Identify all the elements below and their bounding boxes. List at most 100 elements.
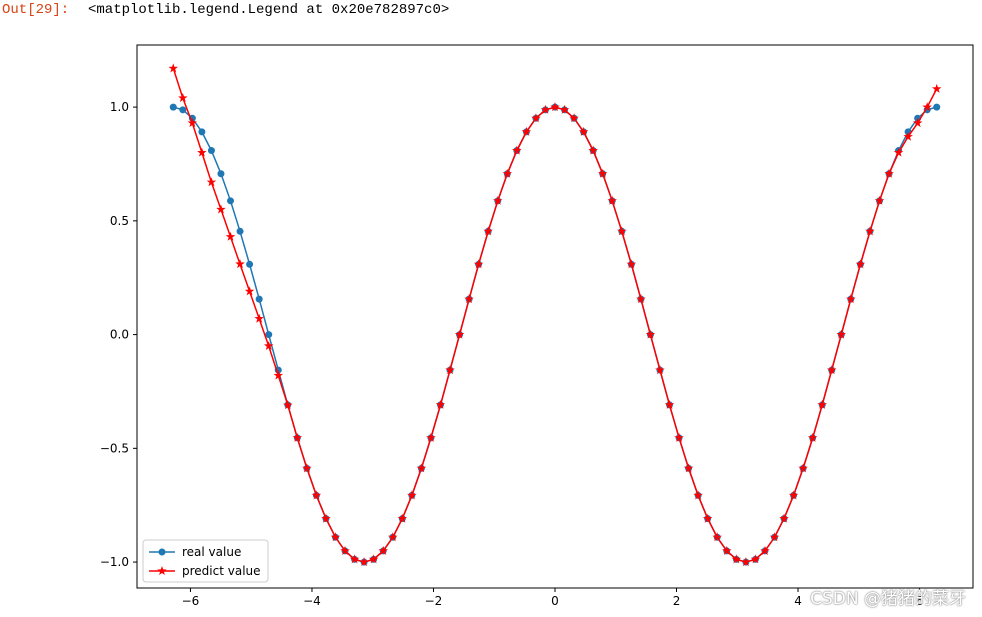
point [607,195,617,205]
point [874,195,885,205]
point [255,295,263,303]
point [388,532,398,542]
point [674,432,684,442]
point [664,399,675,409]
x-tick-label: 0 [551,594,559,608]
point [292,432,303,442]
legend-marker [157,566,167,575]
output-text: <matplotlib.legend.Legend at 0x20e782897… [88,2,450,18]
point [512,145,522,155]
x-tick-label: −6 [182,594,200,608]
y-tick-label: −1.0 [100,555,129,569]
point [235,259,245,269]
point [264,341,274,350]
point [378,545,388,555]
axes-frame [136,44,974,589]
point [359,557,369,567]
point [416,463,427,473]
x-tick-label: 6 [916,594,924,608]
point [731,554,742,564]
point [168,63,178,73]
point [349,554,360,564]
point [846,294,856,304]
point [225,231,236,241]
point [932,83,942,93]
point [246,260,254,268]
point [865,226,875,236]
point [445,365,455,375]
point [693,490,703,500]
legend-label: real value [182,545,241,559]
point [702,513,713,523]
point [760,545,770,555]
point [540,104,551,114]
point [798,463,808,473]
point [683,463,694,473]
point [483,226,493,236]
point [217,170,225,178]
point [636,294,646,304]
point [817,399,827,409]
point [236,227,244,235]
point [473,259,484,269]
point [912,118,923,128]
point [340,545,350,555]
point [893,147,904,157]
point [933,103,941,111]
point [368,554,379,564]
point [903,131,913,141]
point [311,490,322,500]
x-tick-label: −2 [425,594,443,608]
point [741,557,751,567]
point [884,168,894,178]
y-tick-label: 0.5 [110,214,129,228]
point [493,195,503,205]
point [273,370,283,380]
y-tick-label: −0.5 [100,441,129,455]
point [169,103,177,111]
point [807,432,818,442]
point [626,259,637,269]
x-tick-label: 4 [794,594,802,608]
point [531,113,541,123]
point [397,513,408,523]
point [597,168,608,178]
legend-label: predict value [182,564,261,578]
x-tick-label: 2 [673,594,681,608]
point [569,113,579,123]
point [265,331,273,339]
point [407,490,417,500]
point [502,168,513,178]
point [855,259,866,269]
point [283,400,293,410]
series-line [173,106,937,563]
point [426,432,436,442]
point [244,286,255,296]
series-line [172,68,938,563]
point [435,399,446,409]
point [712,532,722,542]
point [227,197,235,205]
point [655,365,665,375]
point [722,545,732,555]
point [187,118,198,128]
point [750,554,761,564]
point [330,532,341,542]
point [206,177,217,187]
output-prompt: Out[29]: [2,2,70,18]
point [521,126,532,136]
point [454,329,465,339]
point [464,294,474,304]
x-tick-label: −4 [303,594,321,608]
watermark: CSDN @猪猪的菜牙 [810,589,966,609]
point [836,329,846,339]
point [578,126,589,136]
point [216,204,226,214]
point [769,532,780,542]
point [198,128,206,136]
point [588,145,598,155]
point [550,102,560,112]
point [779,513,789,523]
